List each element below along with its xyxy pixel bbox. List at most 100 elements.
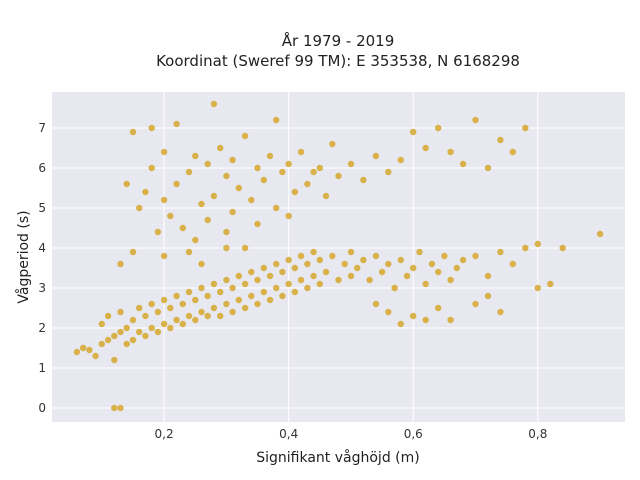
x-tick-label: 0,6 — [404, 427, 423, 441]
scatter-point — [547, 280, 554, 288]
scatter-point — [136, 328, 143, 336]
x-tick-labels: 0,2 0,4 0,6 0,8 — [155, 427, 548, 441]
scatter-point — [273, 260, 280, 268]
y-tick-label: 2 — [38, 321, 46, 335]
scatter-point — [260, 176, 267, 184]
scatter-point — [335, 172, 342, 180]
scatter-point — [428, 260, 436, 268]
scatter-point — [385, 308, 392, 316]
scatter-point — [123, 180, 130, 188]
scatter-point — [117, 308, 124, 316]
scatter-point — [241, 304, 249, 312]
y-axis-label: Vågperiod (s) — [15, 210, 32, 303]
scatter-point — [142, 312, 149, 320]
scatter-point — [273, 284, 280, 292]
scatter-point — [441, 252, 448, 260]
scatter-point — [497, 136, 504, 144]
scatter-point — [179, 224, 186, 232]
scatter-point — [173, 316, 180, 324]
scatter-point — [136, 204, 143, 212]
scatter-point — [148, 324, 155, 332]
scatter-point — [366, 276, 373, 284]
scatter-point — [167, 324, 174, 332]
scatter-point — [447, 316, 454, 324]
y-tick-label: 6 — [38, 161, 46, 175]
scatter-point — [447, 276, 454, 284]
scatter-point — [192, 296, 199, 304]
scatter-point — [273, 116, 280, 124]
scatter-point — [204, 292, 211, 300]
scatter-point — [185, 248, 193, 256]
scatter-point — [160, 320, 168, 328]
scatter-point — [354, 264, 361, 272]
scatter-point — [154, 328, 162, 336]
scatter-point — [241, 280, 249, 288]
scatter-point — [378, 268, 386, 276]
scatter-point — [304, 260, 311, 268]
scatter-point — [484, 292, 492, 300]
scatter-point — [397, 256, 404, 264]
scatter-point — [179, 300, 186, 308]
scatter-point — [173, 120, 180, 128]
scatter-point — [160, 296, 168, 304]
scatter-point — [248, 292, 255, 300]
scatter-points — [73, 100, 604, 412]
scatter-point — [148, 164, 155, 172]
scatter-point — [185, 312, 193, 320]
scatter-point — [291, 188, 299, 196]
scatter-point — [322, 192, 330, 200]
scatter-point — [235, 296, 242, 304]
scatter-point — [210, 304, 218, 312]
scatter-point — [285, 212, 292, 220]
scatter-point — [223, 244, 230, 252]
scatter-point — [117, 404, 124, 412]
scatter-point — [148, 300, 155, 308]
scatter-point — [204, 216, 211, 224]
scatter-point — [154, 228, 162, 236]
scatter-point — [410, 264, 417, 272]
scatter-point — [410, 128, 417, 136]
scatter-point — [497, 248, 504, 256]
scatter-point — [217, 144, 224, 152]
scatter-point — [273, 204, 280, 212]
scatter-point — [223, 228, 230, 236]
scatter-point — [92, 352, 99, 360]
chart-title-line1: År 1979 - 2019 — [282, 31, 395, 50]
scatter-point — [229, 208, 236, 216]
scatter-point — [559, 244, 566, 252]
scatter-point — [254, 300, 261, 308]
scatter-point — [304, 180, 311, 188]
plot-area — [52, 92, 625, 422]
scatter-point — [154, 308, 162, 316]
scatter-point — [123, 324, 130, 332]
scatter-point — [129, 316, 137, 324]
scatter-point — [347, 272, 355, 280]
chart-title-line2: Koordinat (Sweref 99 TM): E 353538, N 61… — [156, 52, 520, 70]
scatter-point — [347, 160, 355, 168]
scatter-point — [160, 252, 168, 260]
scatter-point — [229, 308, 236, 316]
scatter-point — [111, 404, 118, 412]
scatter-point — [316, 164, 323, 172]
scatter-point — [297, 252, 305, 260]
scatter-point — [142, 332, 149, 340]
scatter-point — [329, 252, 336, 260]
scatter-point — [160, 196, 168, 204]
scatter-point — [98, 320, 106, 328]
scatter-point — [123, 340, 130, 348]
scatter-point — [360, 256, 367, 264]
scatter-point — [241, 132, 249, 140]
scatter-point — [447, 148, 454, 156]
scatter-point — [279, 292, 286, 300]
scatter-point — [104, 312, 112, 320]
scatter-point — [266, 272, 274, 280]
y-tick-label: 1 — [38, 361, 46, 375]
scatter-point — [248, 196, 255, 204]
scatter-point — [397, 320, 404, 328]
scatter-point — [260, 264, 267, 272]
scatter-point — [459, 256, 467, 264]
scatter-point — [254, 164, 261, 172]
scatter-point — [235, 272, 242, 280]
y-tick-label: 3 — [38, 281, 46, 295]
scatter-point — [235, 184, 242, 192]
